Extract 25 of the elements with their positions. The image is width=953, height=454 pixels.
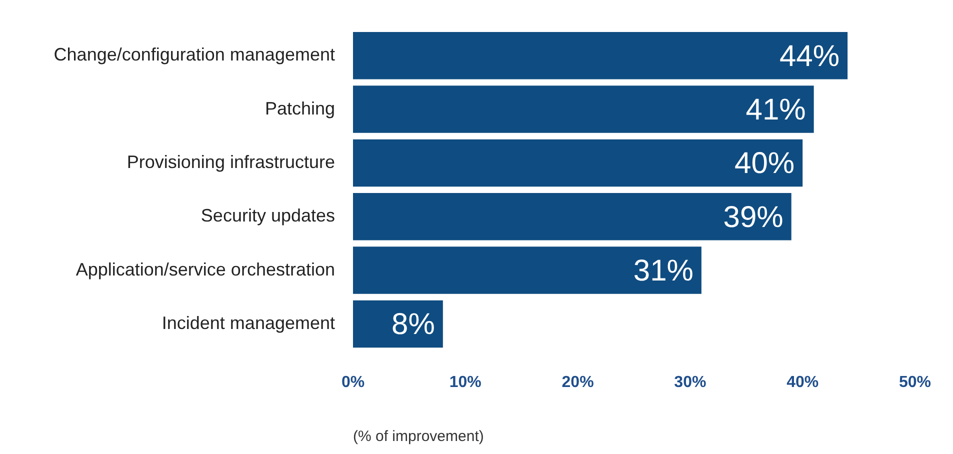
x-tick-label: 0%	[341, 374, 365, 391]
data-label: 41%	[746, 94, 806, 127]
y-tick-label: Application/service orchestration	[76, 259, 335, 280]
y-tick-label: Change/configuration management	[54, 44, 335, 65]
y-tick-label: Security updates	[200, 206, 335, 226]
bar	[353, 193, 792, 240]
y-tick-label: Patching	[264, 98, 335, 118]
y-tick-label: Provisioning infrastructure	[126, 152, 335, 172]
x-tick-label: 40%	[786, 374, 819, 391]
data-label: 44%	[780, 40, 840, 73]
bar	[353, 139, 803, 187]
y-tick-label: Incident management	[162, 312, 335, 333]
data-label: 39%	[723, 200, 784, 234]
x-axis-title: (% of improvement)	[353, 428, 484, 446]
bar	[353, 246, 702, 294]
x-tick-label: 30%	[674, 374, 706, 391]
data-label: 40%	[734, 147, 795, 180]
x-tick-label: 20%	[562, 374, 594, 391]
x-tick-label: 50%	[898, 374, 932, 391]
x-tick-label: 10%	[449, 374, 482, 391]
data-label: 31%	[633, 254, 694, 288]
bar	[353, 32, 848, 80]
bar	[353, 300, 443, 348]
bar	[353, 86, 814, 133]
data-label: 8%	[392, 308, 435, 342]
